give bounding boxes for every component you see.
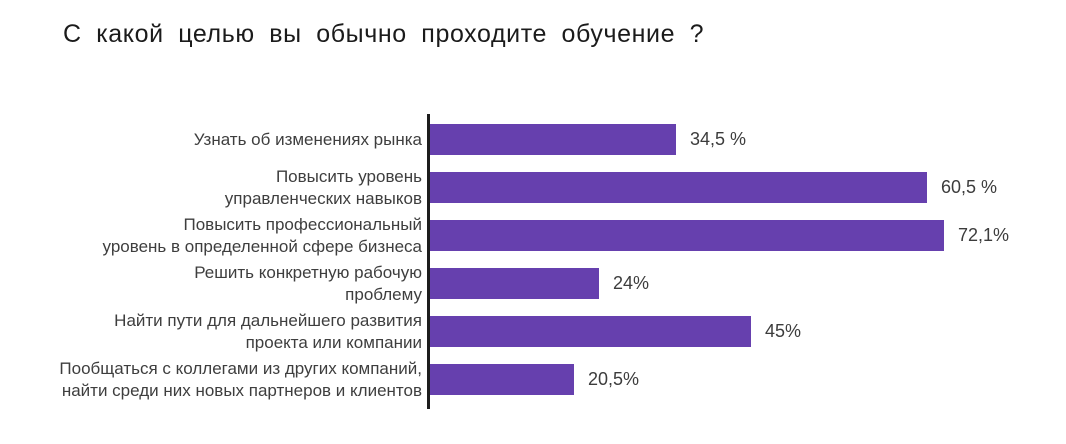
- bar: [430, 172, 927, 203]
- bar: [430, 268, 599, 299]
- plot-area: Узнать об изменениях рынка 34,5 % Повыси…: [0, 124, 1066, 412]
- chart-row: Узнать об изменениях рынка 34,5 %: [0, 124, 1066, 172]
- category-label: Решить конкретную рабочую проблему: [194, 262, 422, 304]
- chart-row: Найти пути для дальнейшего развития прое…: [0, 311, 1066, 364]
- bar: [430, 316, 751, 347]
- value-label: 34,5 %: [690, 129, 747, 149]
- category-label: Повысить профессиональный уровень в опре…: [102, 214, 422, 256]
- chart-row: Решить конкретную рабочую проблему 24%: [0, 263, 1066, 316]
- category-label: Пообщаться с коллегами из других компани…: [59, 358, 422, 400]
- bar: [430, 124, 676, 155]
- value-label: 60,5 %: [941, 177, 998, 197]
- bar: [430, 364, 574, 395]
- category-label: Узнать об изменениях рынка: [193, 129, 422, 149]
- chart-row: Повысить уровень управленческих навыков …: [0, 167, 1066, 220]
- category-label: Найти пути для дальнейшего развития прое…: [114, 310, 422, 352]
- chart-row: Пообщаться с коллегами из других компани…: [0, 359, 1066, 412]
- chart-title: С какой целью вы обычно проходите обучен…: [63, 20, 705, 48]
- y-axis-line: [427, 114, 430, 409]
- value-label: 24%: [613, 273, 650, 293]
- category-label: Повысить уровень управленческих навыков: [224, 166, 422, 208]
- value-label: 20,5%: [588, 369, 640, 389]
- value-label: 45%: [765, 321, 802, 341]
- chart-row: Повысить профессиональный уровень в опре…: [0, 215, 1066, 268]
- value-label: 72,1%: [958, 225, 1010, 245]
- bar: [430, 220, 944, 251]
